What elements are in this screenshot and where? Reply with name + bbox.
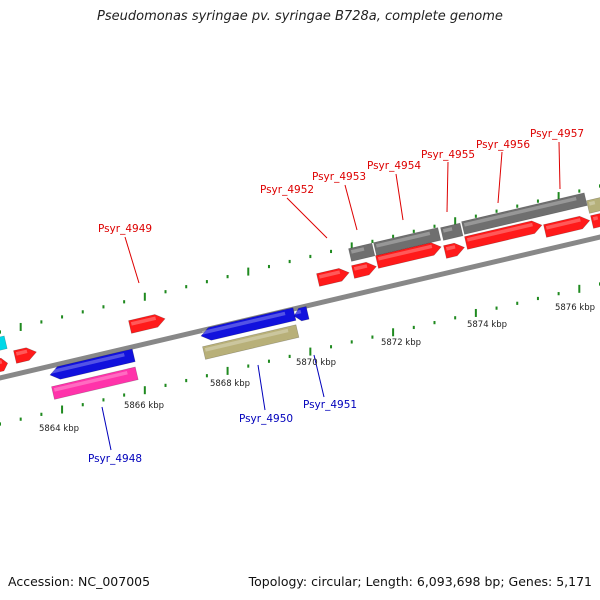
gene-label: Psyr_4953	[312, 171, 366, 183]
feature-grey	[461, 192, 588, 235]
scale-label: 5864 kbp	[39, 424, 79, 434]
label-leader-lines	[101, 141, 561, 451]
feature-red	[590, 212, 600, 229]
gene-label: Psyr_4957	[530, 128, 584, 140]
feature-red	[375, 242, 442, 269]
gene-label-leader	[313, 354, 325, 398]
feature-red	[13, 347, 37, 364]
scale-label: 5868 kbp	[210, 379, 250, 389]
feature-red	[316, 268, 350, 287]
genome-backbone	[0, 234, 600, 381]
feature-red	[543, 215, 591, 238]
feature-grey	[373, 227, 442, 256]
feature-blue	[49, 348, 136, 380]
gene-label-leader	[446, 161, 449, 213]
gene-label: Psyr_4948	[88, 453, 142, 465]
map-title: Pseudomonas syringae pv. syringae B728a,…	[97, 9, 503, 24]
gene-label-leader	[497, 151, 503, 204]
gene-label: Psyr_4952	[260, 184, 314, 196]
scale-label: 5866 kbp	[124, 401, 164, 411]
feature-blocks	[0, 192, 600, 400]
gene-label: Psyr_4954	[367, 160, 421, 172]
scale-labels: 5864 kbp 5866 kbp 5868 kbp 5870 kbp 5872 kbp…	[39, 303, 595, 434]
gene-label: Psyr_4955	[421, 149, 475, 161]
feature-red	[128, 314, 166, 334]
feature-red	[443, 242, 465, 259]
gene-label-leader	[344, 184, 358, 231]
accession-text: Accession: NC_007005	[8, 574, 151, 589]
gene-label-leader	[558, 141, 561, 190]
gene-label: Psyr_4949	[98, 223, 152, 235]
feature-olive	[202, 324, 300, 360]
scale-label: 5874 kbp	[467, 320, 507, 330]
gene-label-leader	[395, 173, 404, 221]
gene-label-leader	[124, 236, 140, 284]
gene-label: Psyr_4956	[476, 139, 530, 151]
gene-label-leader	[257, 364, 266, 411]
feature-blue	[293, 306, 310, 322]
feature-red	[464, 220, 543, 250]
gene-label: Psyr_4950	[239, 413, 293, 425]
feature-olive	[586, 197, 600, 214]
gene-label: Psyr_4951	[303, 399, 357, 411]
genome-summary-text: Topology: circular; Length: 6,093,698 bp…	[248, 574, 592, 589]
feature-red	[351, 261, 377, 279]
feature-red	[0, 357, 9, 373]
scale-label: 5872 kbp	[381, 338, 421, 348]
gene-label-leader	[101, 406, 112, 451]
feature-blue	[200, 307, 297, 341]
gene-labels: Psyr_4948 Psyr_4949 Psyr_4950 Psyr_4951 Psyr…	[88, 128, 584, 465]
feature-cyan	[0, 335, 8, 352]
scale-label: 5876 kbp	[555, 303, 595, 313]
scale-label: 5870 kbp	[296, 358, 336, 368]
gene-label-leader	[286, 197, 328, 239]
feature-pink	[51, 366, 139, 400]
feature-grey	[348, 242, 376, 262]
tick-marks	[0, 184, 600, 426]
feature-grey	[440, 222, 464, 241]
